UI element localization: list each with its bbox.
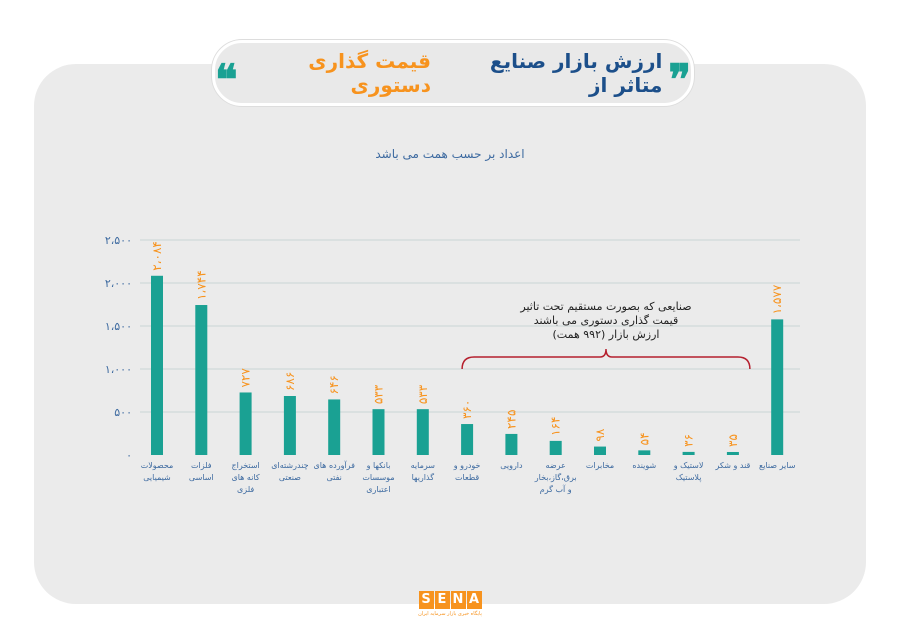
x-tick-label: خودرو و xyxy=(453,461,481,470)
y-tick-label: ۰ xyxy=(126,449,132,462)
annotation-bracket xyxy=(461,348,751,370)
x-tick-label: اساسی xyxy=(189,473,214,482)
x-tick-label: فلزات xyxy=(191,461,212,470)
x-tick-label: بانکها و xyxy=(366,461,391,470)
x-tick-label: عرضه xyxy=(546,461,566,470)
value-label: ۱،۵۷۷ xyxy=(770,284,784,314)
x-tick-label: فلزی xyxy=(237,485,254,494)
x-tick-label: محصولات xyxy=(141,461,174,470)
bar xyxy=(283,396,296,455)
x-tick-label: چندرشته‌ای xyxy=(271,461,308,470)
x-tick-label: کانه های xyxy=(231,473,259,482)
y-tick-label: ۵۰۰ xyxy=(114,406,132,419)
value-label: ۲،۰۸۴ xyxy=(150,241,164,271)
bar xyxy=(505,433,518,455)
x-tick-label: و آب گرم xyxy=(540,484,572,494)
y-tick-label: ۲،۰۰۰ xyxy=(105,277,132,290)
title-part1: ارزش بازار صنایع متاثر از xyxy=(489,49,663,97)
y-tick-label: ۱،۰۰۰ xyxy=(105,363,132,376)
bar xyxy=(726,451,739,455)
x-tick-label: سایر صنایع xyxy=(759,461,796,470)
logo-letter: E xyxy=(434,591,450,609)
bar xyxy=(151,275,163,455)
annotation-text: صنایعی که بصورت مستقیم تحت تاثیر xyxy=(519,300,691,313)
bar xyxy=(771,319,784,455)
annotation-text: ارزش بازار (۹۹۲ همت) xyxy=(553,328,660,341)
x-tick-label: صنعتی xyxy=(279,473,301,482)
value-label: ۲۴۵ xyxy=(504,410,518,429)
x-tick-label: سرمایه xyxy=(411,461,436,470)
x-tick-label: پلاستیک xyxy=(676,473,702,482)
logo-letter: A xyxy=(466,591,482,609)
x-tick-label: قند و شکر xyxy=(714,461,750,470)
x-tick-label: مخابرات xyxy=(586,461,614,470)
bar xyxy=(594,446,606,455)
value-label: ۱۶۴ xyxy=(549,417,563,436)
value-label: ۶۴۶ xyxy=(327,375,341,394)
value-label: ۳۶ xyxy=(682,434,696,447)
y-tick-label: ۱،۵۰۰ xyxy=(105,320,132,333)
x-tick-label: لاستیک و xyxy=(673,461,704,470)
value-label: ۳۵ xyxy=(726,434,740,447)
x-tick-label: شوینده xyxy=(632,461,656,470)
value-label: ۵۴ xyxy=(637,432,651,445)
value-label: ۶۸۶ xyxy=(283,372,297,391)
x-tick-label: برق،گاز،بخار xyxy=(534,472,577,482)
value-label: ۵۳۳ xyxy=(416,384,430,404)
title-banner: ❞ ارزش بازار صنایع متاثر از قیمت گذاری د… xyxy=(212,40,694,106)
chart-panel xyxy=(34,64,866,604)
bar xyxy=(195,305,208,455)
annotation-text: قیمت گذاری دستوری می باشند xyxy=(534,314,679,327)
title-part2: قیمت گذاری دستوری xyxy=(308,49,431,97)
x-tick-label: دارویی xyxy=(500,461,523,470)
value-label: ۱،۷۴۴ xyxy=(194,270,208,300)
bar xyxy=(549,440,562,455)
value-label: ۷۲۷ xyxy=(239,368,253,388)
x-tick-label: قطعات xyxy=(455,473,479,482)
y-tick-label: ۲،۵۰۰ xyxy=(105,234,132,247)
sena-logo: S E N A پایگاه خبری بازار سرمایه ایران xyxy=(418,591,482,617)
value-label: ۹۸ xyxy=(593,428,607,441)
quote-open-icon: ❞ xyxy=(668,55,691,104)
x-tick-label: اعتباری xyxy=(366,485,390,494)
x-tick-label: گذاریها xyxy=(412,472,435,482)
chart-subtitle: اعداد بر حسب همت می باشد xyxy=(375,147,525,161)
logo-letter: S xyxy=(418,591,434,609)
bar xyxy=(416,409,429,455)
value-label: ۵۳۳ xyxy=(372,384,386,404)
bar xyxy=(461,424,474,455)
x-tick-label: فرآورده های xyxy=(313,460,355,470)
bar xyxy=(638,450,651,455)
bar xyxy=(682,451,695,455)
value-label: ۳۶۰ xyxy=(460,400,474,419)
x-tick-label: شیمیایی xyxy=(143,473,171,482)
bar xyxy=(372,409,385,455)
logo-tagline: پایگاه خبری بازار سرمایه ایران xyxy=(418,611,482,617)
logo-letter: N xyxy=(450,591,466,609)
x-tick-label: استخراج xyxy=(231,461,259,470)
x-tick-label: موسسات xyxy=(362,473,394,482)
bar xyxy=(239,392,252,455)
quote-close-icon: ❝ xyxy=(215,55,238,104)
bar xyxy=(328,399,341,455)
x-tick-label: نفتی xyxy=(327,473,342,482)
